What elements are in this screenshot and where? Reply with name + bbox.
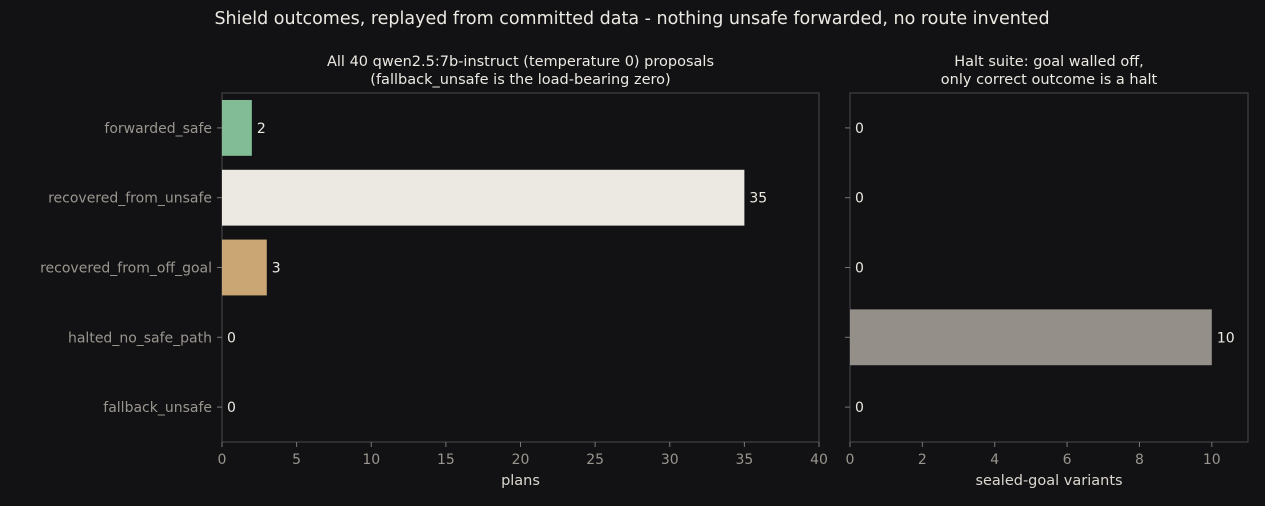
x-tick-label: 4 <box>990 452 999 468</box>
x-tick-label: 25 <box>586 452 604 468</box>
x-tick-label: 35 <box>735 452 753 468</box>
data-label-forwarded-safe: 2 <box>257 121 266 137</box>
y-tick-label-fallback-unsafe: fallback_unsafe <box>103 400 212 416</box>
plot-frame <box>221 92 820 443</box>
x-tick-label: 20 <box>512 452 530 468</box>
x-tick-label: 40 <box>810 452 828 468</box>
x-tick-label: 0 <box>846 452 855 468</box>
data-label-fallback-unsafe: 0 <box>855 400 864 416</box>
y-tick-label-forwarded-safe: forwarded_safe <box>104 121 212 137</box>
data-label-halted-no-safe-path: 10 <box>1217 330 1235 346</box>
x-tick-label: 6 <box>1063 452 1072 468</box>
data-label-fallback-unsafe: 0 <box>227 400 236 416</box>
panel-title: Halt suite: goal walled off, only correct… <box>941 54 1158 88</box>
y-tick-label-recovered-from-off-goal: recovered_from_off_goal <box>40 261 212 277</box>
x-tick-label: 10 <box>1203 452 1221 468</box>
bar-recovered-from-unsafe <box>222 169 745 226</box>
x-tick-label: 10 <box>362 452 380 468</box>
chart-panel-halt-suite: Halt suite: goal walled off, only correct… <box>845 54 1249 489</box>
x-tick-label: 5 <box>292 452 301 468</box>
plot-frame <box>849 92 1249 443</box>
data-label-forwarded-safe: 0 <box>855 121 864 137</box>
x-tick-label: 30 <box>661 452 679 468</box>
bar-recovered-from-off-goal <box>222 239 267 296</box>
x-tick-label: 15 <box>437 452 455 468</box>
bar-halted-no-safe-path <box>850 309 1212 366</box>
chart-panel-all-proposals: All 40 qwen2.5:7b-instruct (temperature … <box>40 54 828 489</box>
data-label-halted-no-safe-path: 0 <box>227 330 236 346</box>
y-tick-label-recovered-from-unsafe: recovered_from_unsafe <box>48 191 212 207</box>
x-tick-label: 0 <box>218 452 227 468</box>
figure-title: Shield outcomes, replayed from committed… <box>214 9 1049 29</box>
x-tick-label: 8 <box>1135 452 1144 468</box>
x-tick-label: 2 <box>918 452 927 468</box>
y-tick-label-halted-no-safe-path: halted_no_safe_path <box>68 330 212 346</box>
x-axis-label: plans <box>501 473 540 489</box>
x-axis-label: sealed-goal variants <box>975 473 1122 489</box>
panel-title: All 40 qwen2.5:7b-instruct (temperature … <box>327 54 714 88</box>
bar-forwarded-safe <box>222 99 252 156</box>
data-label-recovered-from-unsafe: 35 <box>749 191 767 207</box>
data-label-recovered-from-off-goal: 0 <box>855 261 864 277</box>
data-label-recovered-from-unsafe: 0 <box>855 191 864 207</box>
data-label-recovered-from-off-goal: 3 <box>272 261 281 277</box>
